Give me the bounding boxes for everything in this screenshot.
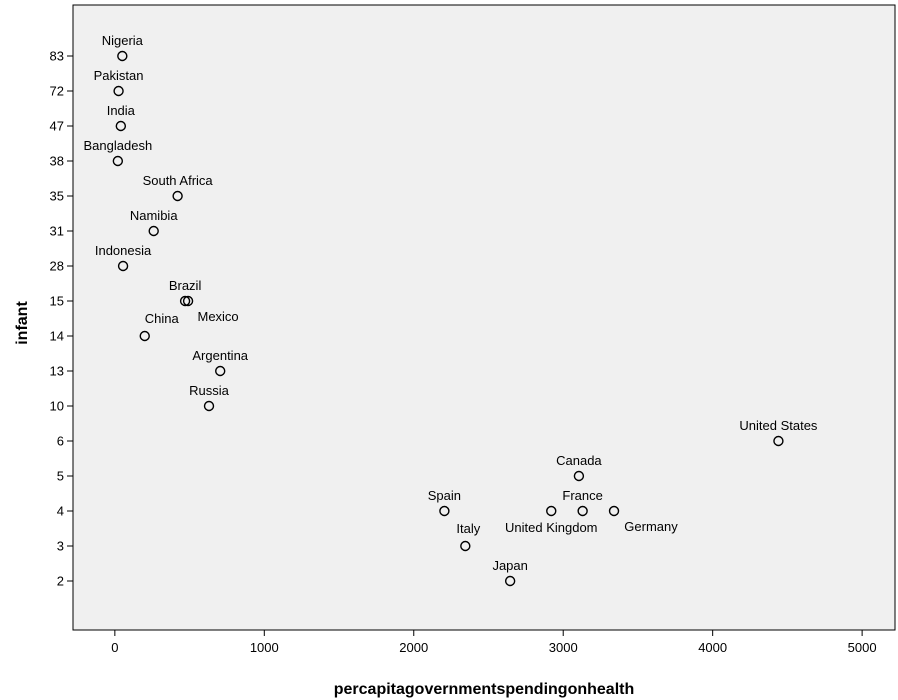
- data-point: [504, 575, 516, 587]
- data-point: [573, 470, 585, 482]
- data-point-label: United Kingdom: [505, 520, 598, 535]
- data-point-label: Argentina: [192, 348, 248, 363]
- x-axis: 0 1000 2000 3000 4000 5000: [111, 630, 877, 655]
- y-axis: 2 3 4 5 6 10 13 14 15 28 31 35 38 47 72 83: [50, 49, 73, 589]
- data-point: [215, 365, 226, 377]
- data-point-label: Germany: [624, 519, 678, 534]
- y-tick-label: 47: [50, 119, 64, 134]
- y-tick-label: 83: [50, 49, 64, 64]
- y-tick-label: 14: [50, 329, 64, 344]
- y-tick-label: 6: [57, 434, 64, 449]
- data-point-label: Indonesia: [95, 243, 152, 258]
- data-point: [113, 85, 124, 97]
- y-tick-label: 72: [50, 84, 64, 99]
- data-point-label: Spain: [428, 488, 461, 503]
- x-tick-label: 3000: [549, 640, 578, 655]
- y-tick-label: 35: [50, 189, 64, 204]
- data-point: [139, 330, 150, 342]
- data-point-label: France: [562, 488, 602, 503]
- data-point-label: South Africa: [143, 173, 214, 188]
- data-point: [115, 120, 127, 132]
- y-axis-title: infant: [14, 301, 31, 345]
- plot-area: [72, 4, 896, 631]
- x-tick-label: 4000: [698, 640, 727, 655]
- y-tick-label: 31: [50, 224, 64, 239]
- y-tick-label: 28: [50, 259, 64, 274]
- data-point: [546, 505, 557, 517]
- y-tick-label: 15: [50, 294, 64, 309]
- data-point-label: Canada: [556, 453, 602, 468]
- data-point: [117, 260, 129, 272]
- y-tick-label: 2: [57, 574, 64, 589]
- data-point-label: China: [145, 311, 180, 326]
- data-point-label: Brazil: [169, 278, 202, 293]
- data-point-label: Bangladesh: [84, 138, 153, 153]
- data-point: [608, 505, 620, 517]
- data-point: [112, 155, 124, 167]
- x-tick-label: 0: [111, 640, 118, 655]
- data-point: [203, 400, 215, 412]
- y-tick-label: 4: [57, 504, 64, 519]
- y-tick-label: 3: [57, 539, 64, 554]
- y-tick-label: 13: [50, 364, 64, 379]
- data-point: [148, 225, 159, 237]
- data-point-label: India: [107, 103, 136, 118]
- y-tick-label: 10: [50, 399, 64, 414]
- data-point: [439, 505, 450, 517]
- data-point-label: Nigeria: [102, 33, 144, 48]
- data-point: [182, 295, 194, 307]
- data-point-label: Japan: [492, 558, 527, 573]
- data-point-label: Namibia: [130, 208, 178, 223]
- data-point: [117, 50, 128, 62]
- data-points: Nigeria Pakistan India Bangladesh South Afri…: [84, 33, 818, 587]
- data-point: [179, 295, 191, 307]
- x-tick-label: 5000: [848, 640, 877, 655]
- x-axis-title: percapitagovernmentspendingonhealth: [334, 681, 634, 698]
- data-point-label: Pakistan: [94, 68, 144, 83]
- data-point-label: United States: [739, 418, 818, 433]
- y-tick-label: 38: [50, 154, 64, 169]
- x-tick-label: 2000: [399, 640, 428, 655]
- data-point: [460, 540, 471, 552]
- y-tick-label: 5: [57, 469, 64, 484]
- data-point-label: Russia: [189, 383, 230, 398]
- data-point-label: Italy: [456, 521, 480, 536]
- data-point: [172, 190, 183, 202]
- data-point: [773, 435, 784, 447]
- x-tick-label: 1000: [250, 640, 279, 655]
- data-point-label: Mexico: [197, 309, 238, 324]
- data-point: [577, 505, 588, 517]
